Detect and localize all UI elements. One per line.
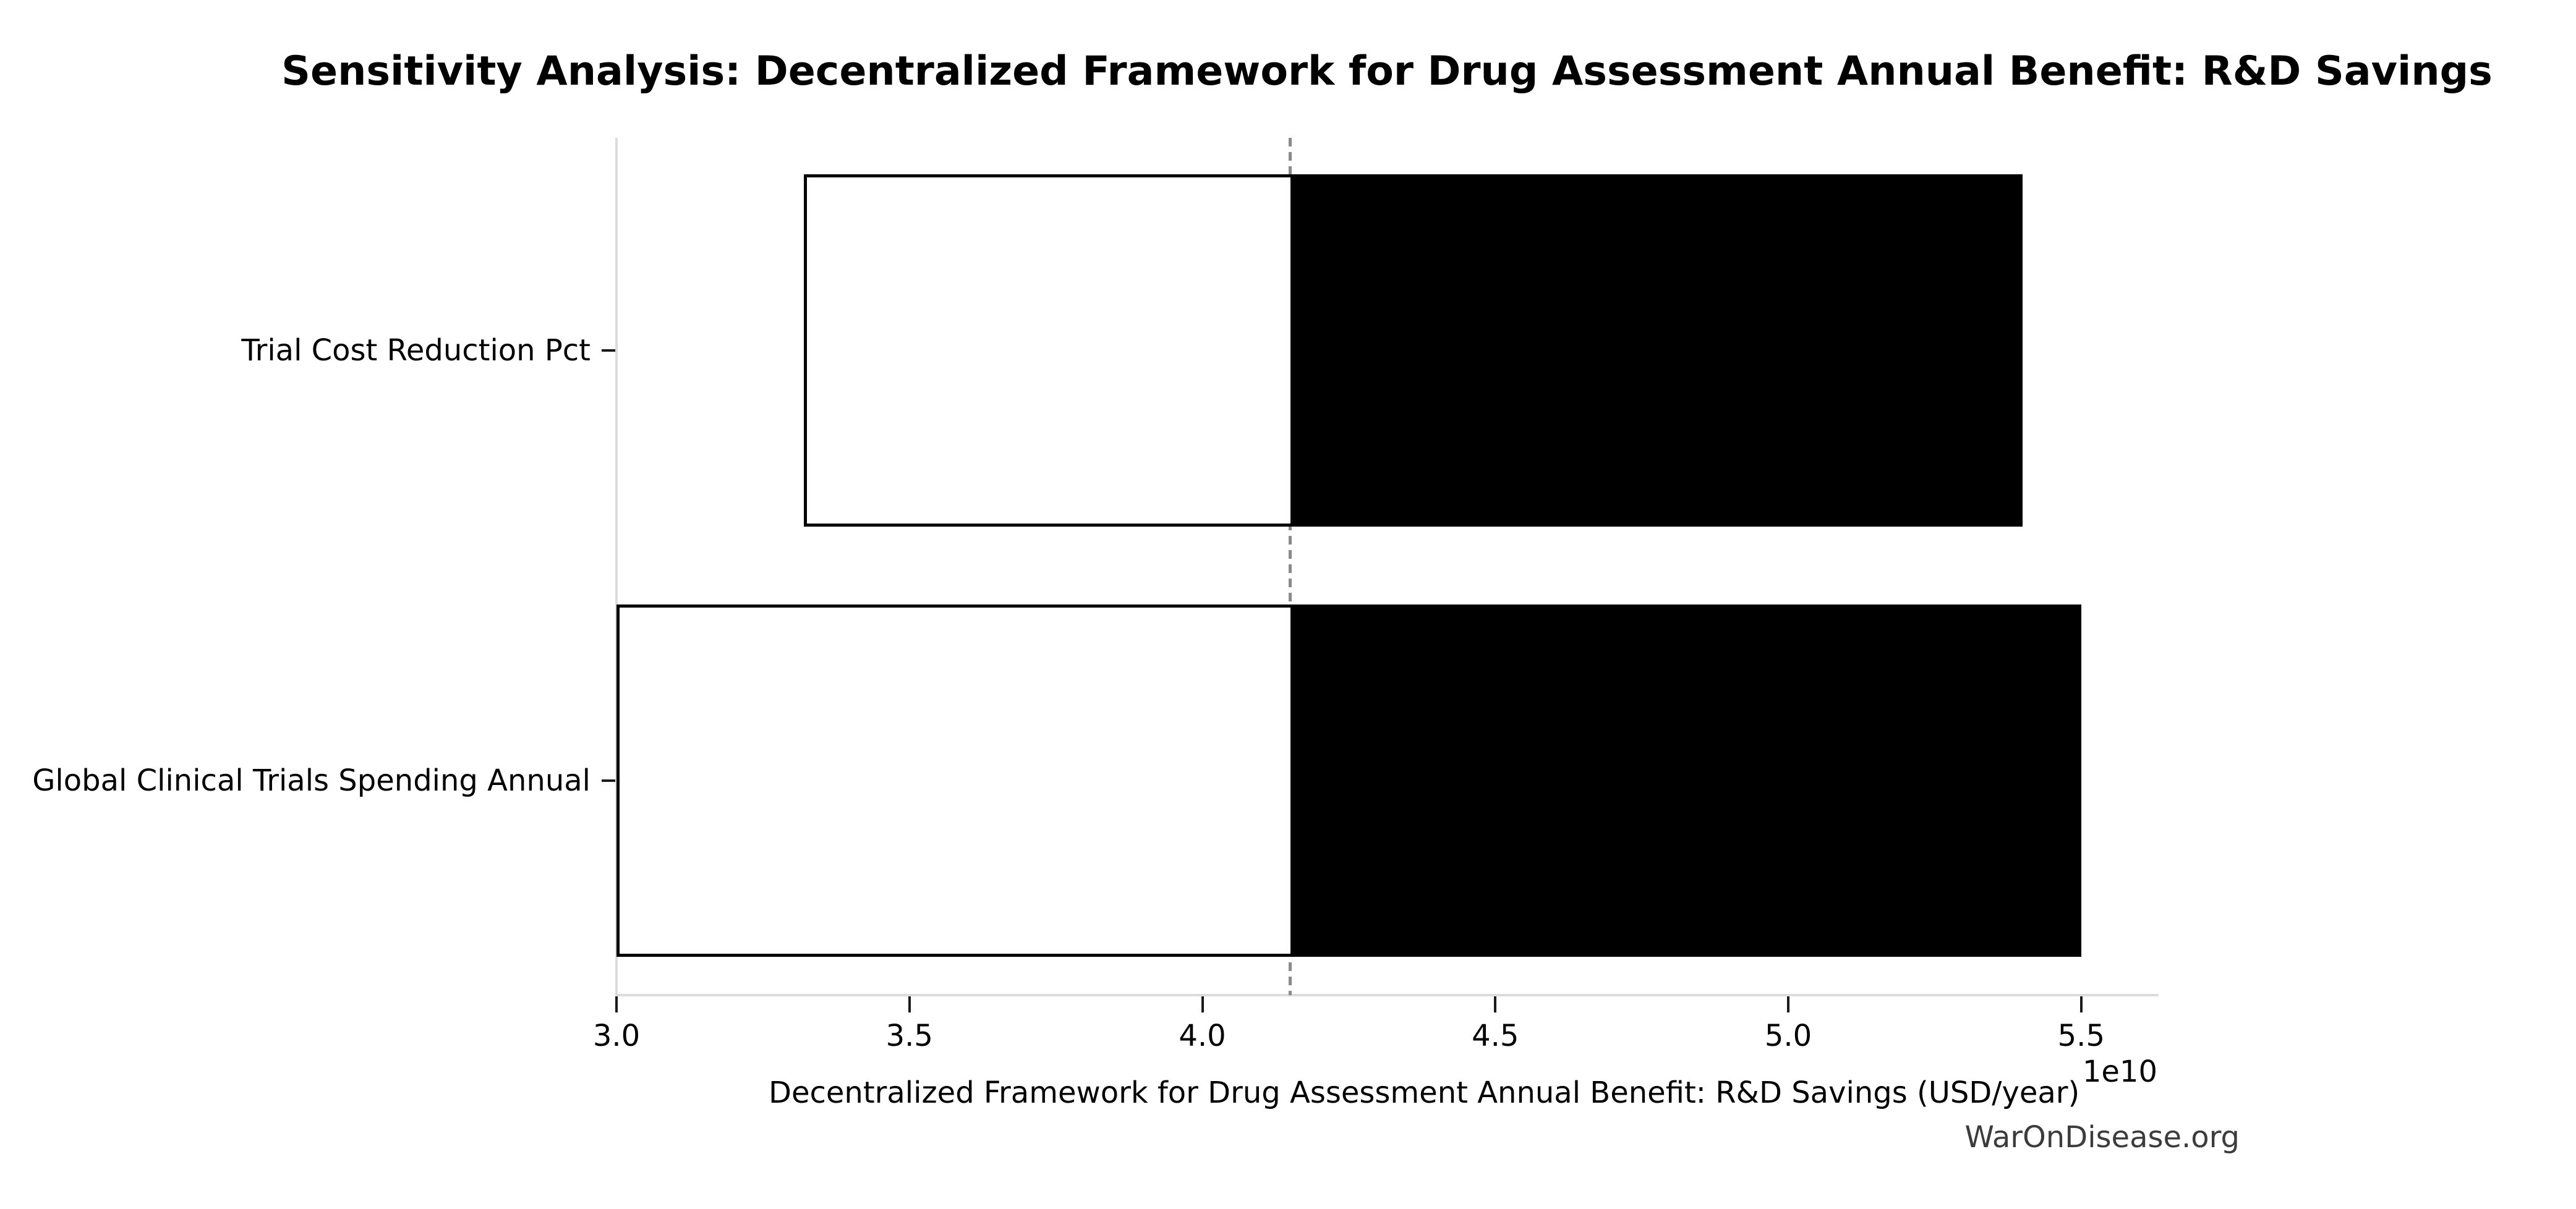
x-tick-mark — [1787, 996, 1790, 1012]
y-tick-label: Trial Cost Reduction Pct — [241, 333, 591, 368]
y-axis-spine — [615, 138, 618, 995]
y-tick-label: Global Clinical Trials Spending Annual — [32, 763, 591, 799]
bar-high-segment — [1290, 174, 2023, 527]
y-tick-mark — [602, 349, 615, 352]
x-tick-mark — [908, 996, 911, 1012]
tornado-bar — [804, 174, 2023, 527]
x-tick-label: 4.5 — [1472, 1019, 1519, 1053]
x-axis-offset-text: 1e10 — [2082, 1054, 2157, 1089]
x-tick-label: 5.0 — [1764, 1019, 1812, 1053]
x-axis-label: Decentralized Framework for Drug Assessm… — [769, 1075, 2080, 1110]
x-axis-spine — [615, 994, 2159, 996]
watermark-text: WarOnDisease.org — [1964, 1120, 2240, 1155]
x-tick-label: 3.5 — [885, 1019, 933, 1053]
x-tick-mark — [615, 996, 618, 1012]
bar-high-segment — [1290, 604, 2081, 957]
tornado-bar — [616, 604, 2081, 957]
y-tick-mark — [602, 779, 615, 783]
x-tick-mark — [1201, 996, 1204, 1012]
x-tick-label: 3.0 — [592, 1019, 641, 1053]
x-tick-label: 4.0 — [1179, 1019, 1226, 1053]
x-tick-label: 5.5 — [2057, 1019, 2105, 1053]
x-tick-mark — [1494, 996, 1497, 1012]
baseline-dashed-line — [1289, 138, 1292, 995]
chart-title: Sensitivity Analysis: Decentralized Fram… — [281, 48, 2493, 95]
x-tick-mark — [2079, 996, 2083, 1012]
